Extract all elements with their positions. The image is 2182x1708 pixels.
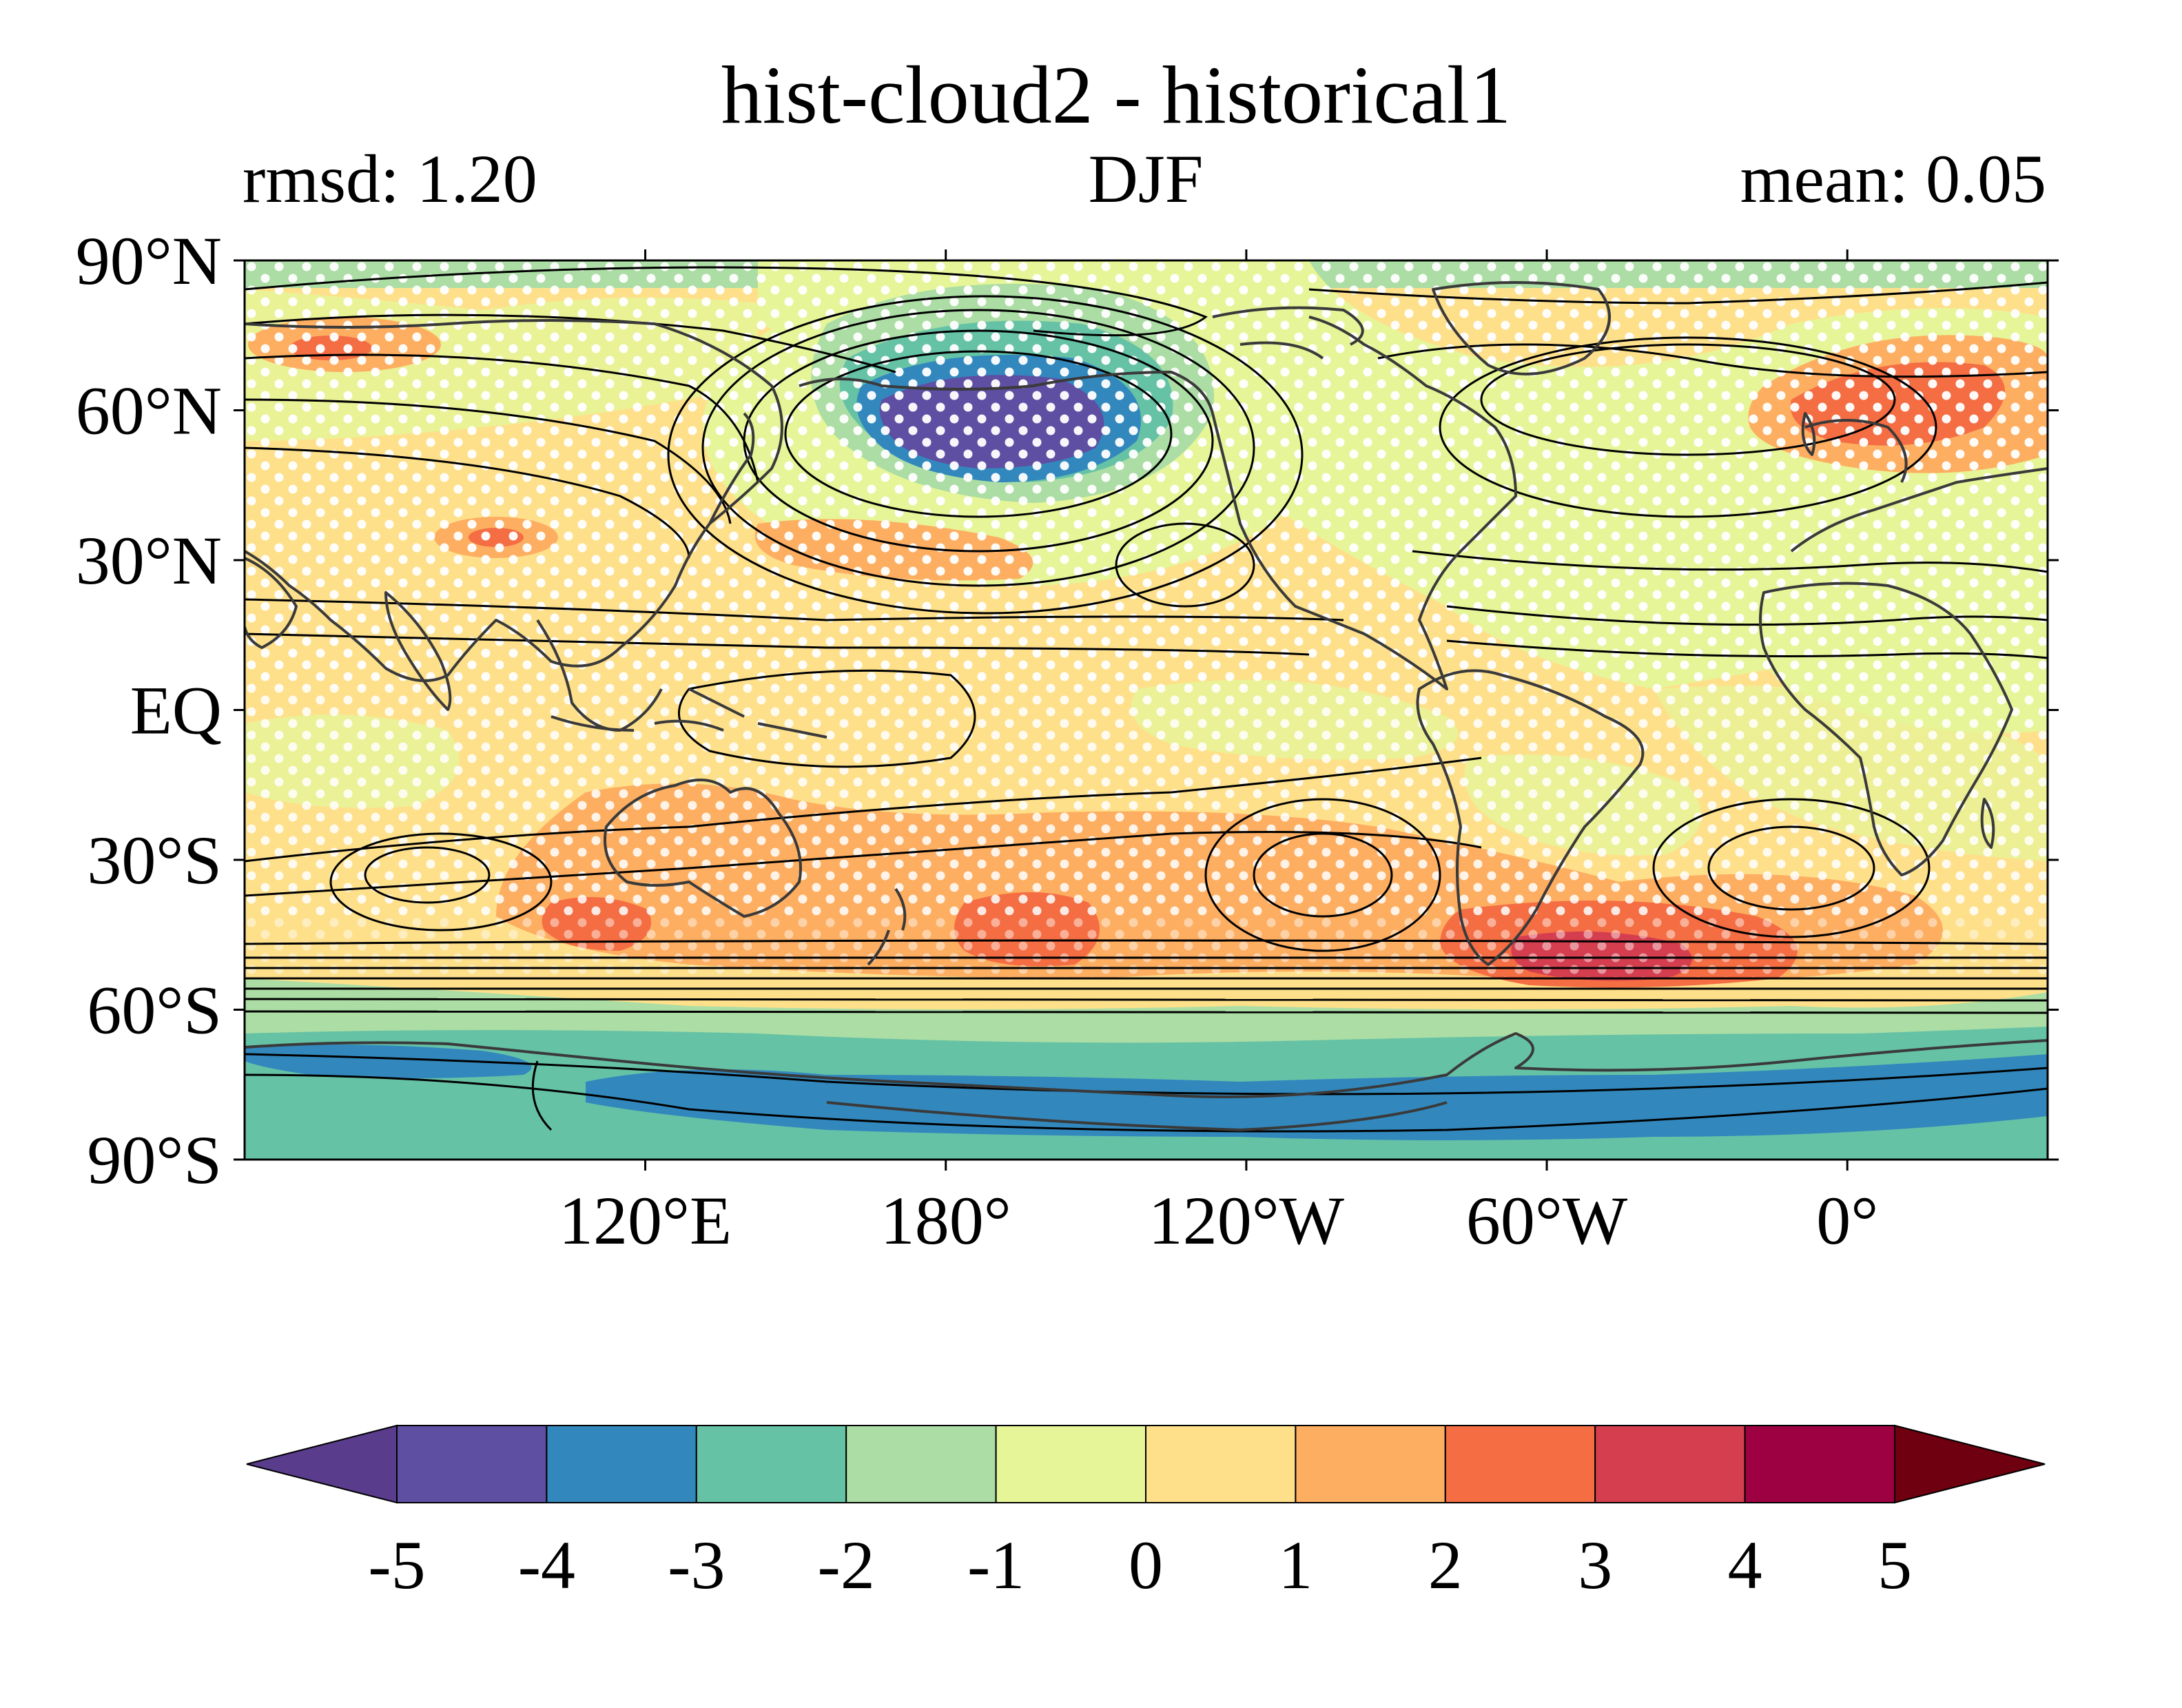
contour-line	[364, 846, 491, 904]
colorbar-segment	[546, 1425, 697, 1503]
contour-line	[245, 1073, 2048, 1133]
contour-line	[678, 669, 976, 768]
contour-line	[1204, 798, 1441, 952]
map-area	[245, 260, 2048, 1160]
contour-line	[1707, 825, 1875, 911]
colorbar-tick-label: 5	[1877, 1527, 1912, 1603]
contour-line	[245, 353, 759, 483]
coastline-greenland	[1432, 281, 1611, 375]
colorbar-tick-label: 0	[1129, 1527, 1163, 1603]
contour-line	[1480, 343, 1896, 456]
colorbar-over-extension	[1894, 1424, 2046, 1504]
coastline-namerica	[1211, 316, 1517, 690]
colorbar-segment	[1744, 1425, 1896, 1503]
coastline-india	[384, 591, 452, 711]
coastline-antarctica	[245, 1032, 2048, 1098]
chart-title: hist-cloud2 - historical1	[721, 49, 1511, 141]
coastline-eurasia	[245, 319, 783, 682]
coastline-africa	[1759, 582, 2013, 876]
colorbar-tick-label: 4	[1728, 1527, 1762, 1603]
stippling	[245, 260, 2048, 977]
contour-line	[1377, 343, 2048, 378]
colorbar-tick-label: -4	[518, 1527, 575, 1603]
x-tick-label: 120°E	[559, 1182, 732, 1259]
y-tick-label: EQ	[130, 672, 222, 749]
contour-line	[784, 350, 1173, 518]
contour-line	[245, 987, 2048, 990]
rmsd-label: rmsd: 1.20	[243, 141, 537, 217]
coastline-alaska	[799, 371, 1214, 414]
stipple-tropics	[245, 688, 2048, 915]
contour-line	[701, 309, 1255, 587]
contour-line	[1115, 522, 1255, 608]
coastline-australia	[604, 779, 802, 918]
y-axis: 90°N 60°N 30°N EQ 30°S 60°S 90°S	[76, 223, 2059, 1198]
colorbar-segment	[845, 1425, 997, 1503]
x-tick-label: 0°	[1816, 1182, 1878, 1259]
contour-line	[1652, 798, 1931, 938]
contour-line	[1439, 336, 1937, 518]
contour-line	[245, 446, 690, 559]
contour-line	[245, 757, 1482, 863]
contour-line	[245, 598, 1344, 621]
contour-line	[245, 398, 732, 524]
stipple-south	[245, 915, 2048, 977]
colorbar: -5 -4 -3 -2 -1 0 1 2 3 4 5	[246, 1424, 2046, 1603]
colorbar-segment	[1444, 1425, 1596, 1503]
colorbar-tick-label: 3	[1578, 1527, 1612, 1603]
contour-line	[329, 832, 553, 932]
contour-line	[245, 1053, 2048, 1095]
contour-line	[1412, 550, 2048, 573]
x-tick-label: 180°	[881, 1182, 1011, 1259]
contour-line	[1253, 832, 1393, 918]
colorbar-under-extension	[246, 1424, 398, 1504]
y-tick-label: 30°S	[87, 822, 222, 898]
coastline-indonesia	[550, 688, 827, 739]
coastline-canada-arctic	[1212, 306, 1364, 360]
colorbar-tick-label: -5	[368, 1527, 425, 1603]
y-tick-label: 60°S	[87, 972, 222, 1049]
x-tick-label: 120°W	[1149, 1182, 1345, 1259]
field-antarctic-minus4b	[245, 1045, 532, 1078]
coastline-arabia	[245, 557, 298, 649]
colorbar-tick-label: 1	[1278, 1527, 1313, 1603]
colorbar-tick-label: 2	[1428, 1527, 1463, 1603]
contour-line	[531, 1060, 553, 1131]
y-tick-label: 30°N	[76, 522, 222, 599]
contour-line	[743, 329, 1214, 553]
x-axis: 120°E 180° 120°W 60°W 0°	[559, 249, 1878, 1259]
x-tick-label: 60°W	[1466, 1182, 1628, 1259]
coastline-seasia	[536, 619, 663, 732]
coastline-britain	[1801, 412, 1816, 456]
contour-line	[245, 997, 2048, 1002]
coastline-europe	[1790, 419, 2048, 553]
colorbar-segment	[1145, 1425, 1297, 1503]
contour-line	[667, 295, 1304, 615]
y-tick-label: 60°N	[76, 373, 222, 449]
y-tick-label: 90°N	[76, 223, 222, 299]
coastline-newzealand	[867, 887, 907, 966]
colorbar-tick-label: -2	[818, 1527, 875, 1603]
mean-label: mean: 0.05	[1740, 141, 2046, 217]
colorbar-tick-label: -1	[967, 1527, 1025, 1603]
coastline-antarctic-inner	[826, 1101, 1448, 1131]
season-label: DJF	[1089, 141, 1204, 217]
coastline-japan	[708, 412, 755, 524]
y-tick-label: 90°S	[87, 1122, 222, 1198]
contour-line	[245, 939, 2048, 945]
colorbar-segment	[1594, 1425, 1746, 1503]
coastline-samerica	[1416, 669, 1645, 966]
colorbar-segment	[695, 1425, 847, 1503]
colorbar-tick-label: -3	[668, 1527, 725, 1603]
colorbar-segment	[995, 1425, 1146, 1503]
colorbar-segment	[1295, 1425, 1446, 1503]
contour-line	[245, 266, 1208, 337]
coastline-madagascar	[1980, 798, 1995, 849]
contour-line	[1446, 605, 2048, 626]
colorbar-segment	[396, 1425, 548, 1503]
coastlines	[245, 281, 2048, 1131]
